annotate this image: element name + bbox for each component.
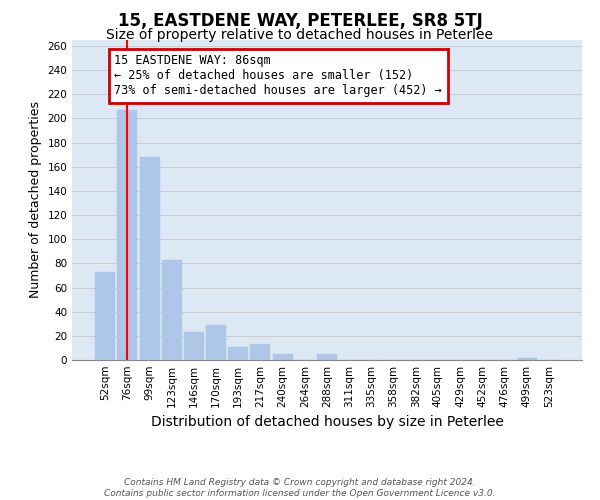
Bar (118, 110, 137, 360)
Bar (272, 354, 293, 360)
Bar (95, 272, 115, 360)
Bar (184, 332, 204, 360)
Bar (206, 325, 226, 360)
Y-axis label: Number of detached properties: Number of detached properties (29, 102, 42, 298)
Bar (317, 354, 337, 360)
Bar (517, 358, 536, 360)
Text: 15, EASTDENE WAY, PETERLEE, SR8 5TJ: 15, EASTDENE WAY, PETERLEE, SR8 5TJ (118, 12, 482, 30)
Bar (250, 344, 271, 360)
Text: Size of property relative to detached houses in Peterlee: Size of property relative to detached ho… (107, 28, 493, 42)
Bar (140, 157, 160, 360)
X-axis label: Distribution of detached houses by size in Peterlee: Distribution of detached houses by size … (151, 416, 503, 430)
Bar (228, 346, 248, 360)
Text: Contains HM Land Registry data © Crown copyright and database right 2024.
Contai: Contains HM Land Registry data © Crown c… (104, 478, 496, 498)
Bar (162, 260, 182, 360)
Text: 15 EASTDENE WAY: 86sqm
← 25% of detached houses are smaller (152)
73% of semi-de: 15 EASTDENE WAY: 86sqm ← 25% of detached… (115, 54, 442, 98)
